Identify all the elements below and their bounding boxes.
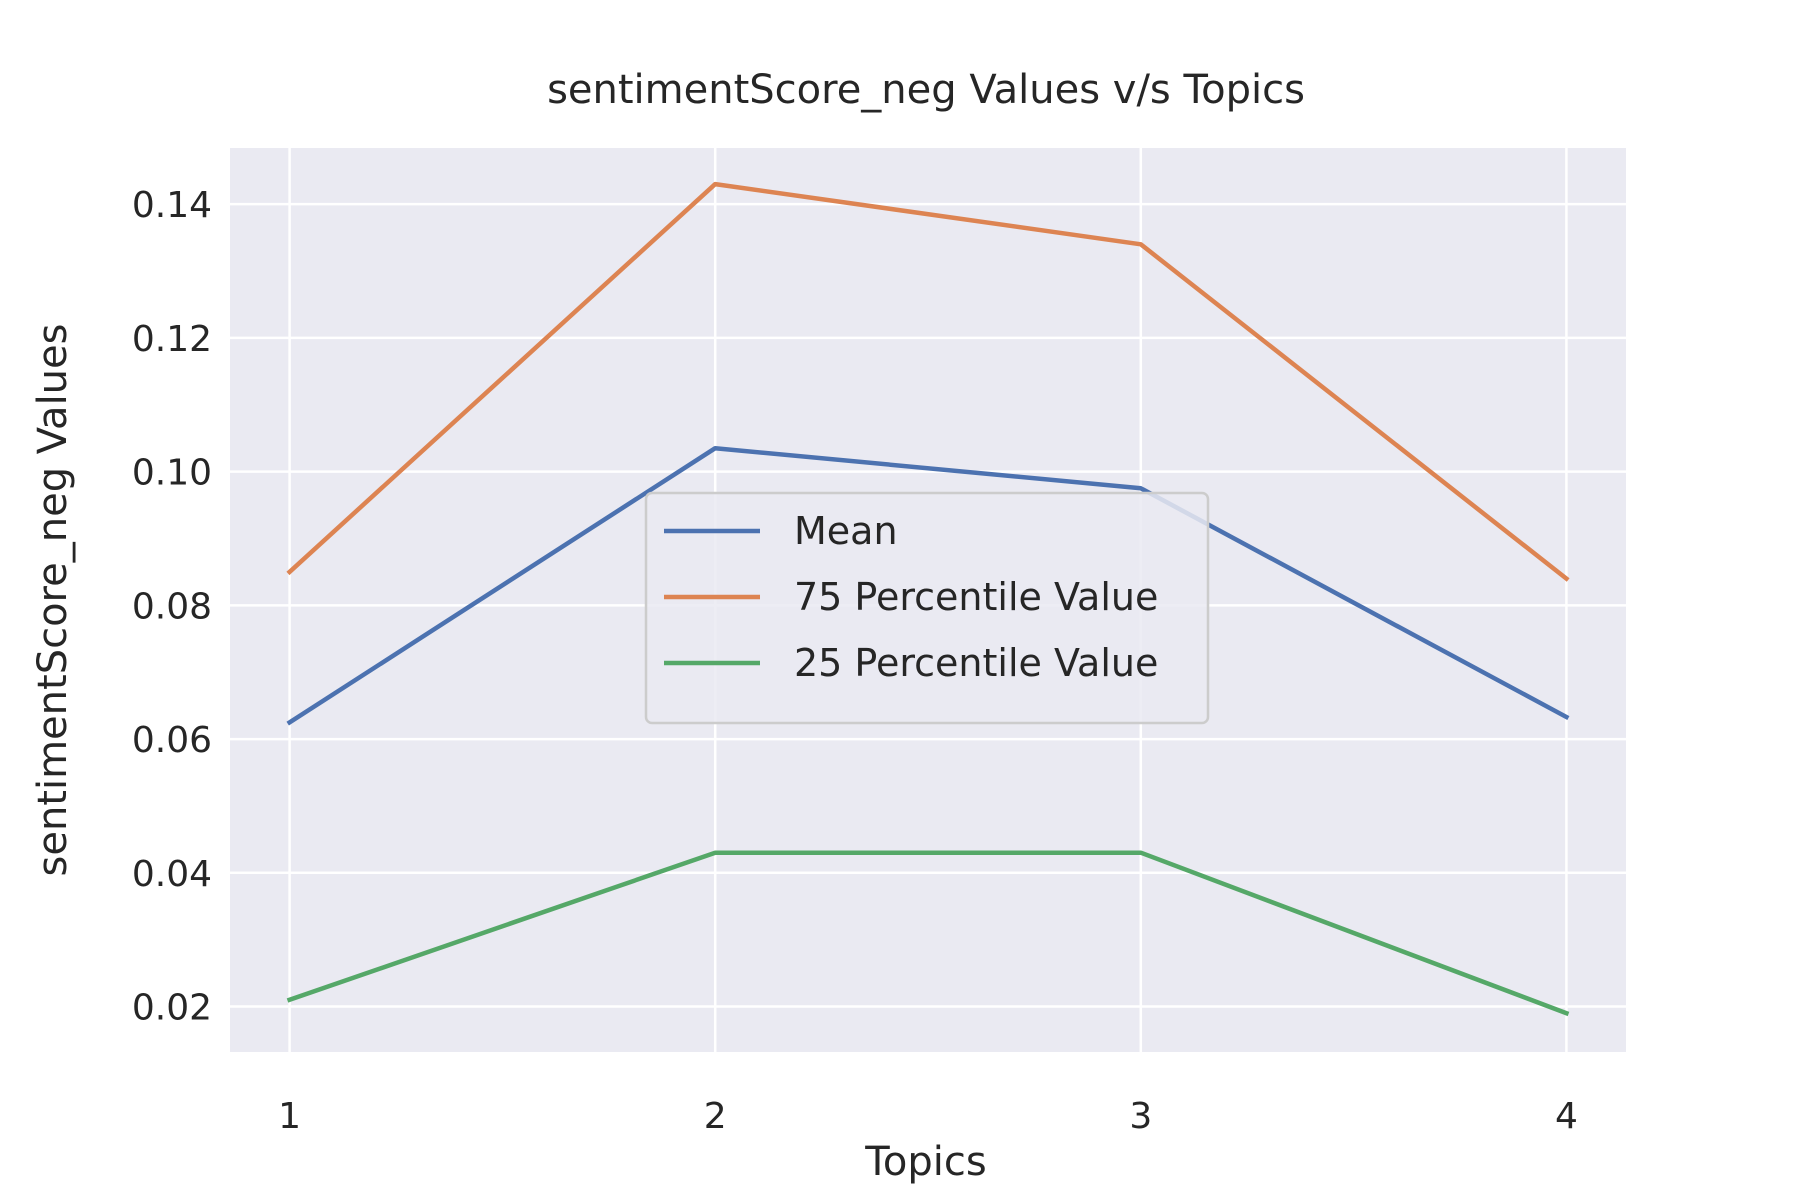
y-tick-label: 0.14 <box>132 185 212 226</box>
y-tick-labels: 0.02 0.04 0.06 0.08 0.10 0.12 0.14 <box>132 185 212 1028</box>
y-tick-label: 0.04 <box>132 854 212 895</box>
x-tick-label: 4 <box>1555 1096 1578 1137</box>
y-tick-label: 0.02 <box>132 988 212 1029</box>
y-axis-label: sentimentScore_neg Values <box>30 324 76 877</box>
series-line-3 <box>286 850 1570 1017</box>
y-tick-label: 0.12 <box>132 319 212 360</box>
legend-box <box>644 491 1210 725</box>
x-tick-label: 3 <box>1129 1096 1152 1137</box>
x-axis-label: Topics <box>864 1139 986 1185</box>
chart-title: sentimentScore_neg Values v/s Topics <box>547 67 1305 113</box>
x-tick-labels: 1 2 3 4 <box>278 1096 1578 1137</box>
series-line-2 <box>286 181 1570 582</box>
legend-label: 25 Percentile Value <box>794 641 1158 685</box>
x-tick-label: 2 <box>704 1096 727 1137</box>
x-tick-label: 1 <box>278 1096 301 1137</box>
legend-label: Mean <box>794 509 898 553</box>
legend: Mean 75 Percentile Value 25 Percentile Val… <box>644 491 1210 725</box>
series-lines <box>286 181 1570 1017</box>
y-tick-label: 0.08 <box>132 586 212 627</box>
legend-label: 75 Percentile Value <box>794 575 1158 619</box>
y-tick-label: 0.10 <box>132 453 212 494</box>
series-line-1 <box>286 445 1570 726</box>
y-tick-label: 0.06 <box>132 720 212 761</box>
